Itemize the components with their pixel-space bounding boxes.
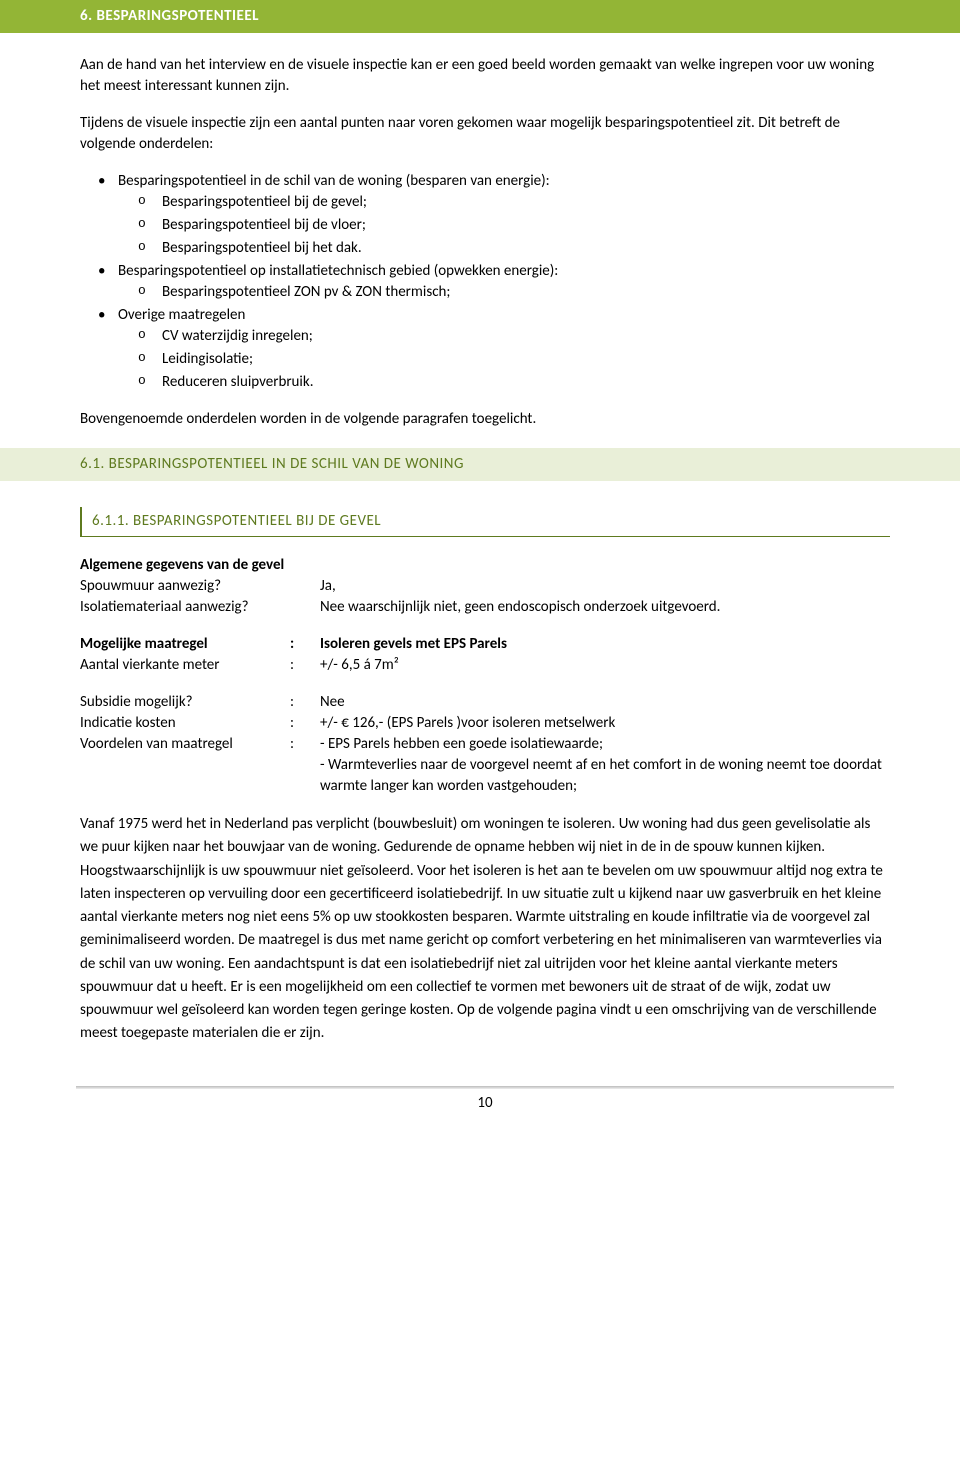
bullet-list: Besparingspotentieel in de schil van de … [80,171,890,393]
kv-sep: : [290,734,320,797]
sub-list: CV waterzijdig inregelen; Leidingisolati… [118,326,890,393]
bullet-item: Besparingspotentieel op installatietechn… [118,261,890,303]
voordelen-value: - EPS Parels hebben een goede isolatiewa… [320,734,890,797]
page-footer: 10 [76,1086,894,1114]
sub-item: Besparingspotentieel bij het dak. [162,238,890,259]
sub-item: Besparingspotentieel bij de vloer; [162,215,890,236]
kv-row: Mogelijke maatregel : Isoleren gevels me… [80,634,890,655]
bullet-text: Overige maatregelen [118,306,245,324]
bullet-text: Besparingspotentieel in de schil van de … [118,172,550,190]
kv-sep: : [290,655,320,676]
section-6-1-1-heading: 6.1.1. BESPARINGSPOTENTIEEL BIJ DE GEVEL [80,507,890,537]
kv-sep [290,576,320,597]
intro-paragraph-1: Aan de hand van het interview en de visu… [80,55,890,97]
general-data-block: Algemene gegevens van de gevel Spouwmuur… [80,555,890,618]
kv-row: Indicatie kosten : +/- € 126,- (EPS Pare… [80,713,890,734]
kosten-value: +/- € 126,- (EPS Parels )voor isoleren m… [320,713,890,734]
spouwmuur-value: Ja, [320,576,890,597]
vierkante-value: +/- 6,5 á 7m² [320,655,890,676]
section-6-1-heading: 6.1. BESPARINGSPOTENTIEEL IN DE SCHIL VA… [0,448,960,481]
closing-paragraph: Bovengenoemde onderdelen worden in de vo… [80,409,890,430]
body-paragraph: Vanaf 1975 werd het in Nederland pas ver… [80,813,890,1046]
page-number: 10 [477,1094,492,1112]
voordelen-label: Voordelen van maatregel [80,734,290,797]
footer-divider [76,1086,894,1089]
sub-item: Besparingspotentieel bij de gevel; [162,192,890,213]
vierkante-label: Aantal vierkante meter [80,655,290,676]
bullet-item: Overige maatregelen CV waterzijdig inreg… [118,305,890,393]
general-data-heading: Algemene gegevens van de gevel [80,555,890,576]
voordelen-line-2: - Warmteverlies naar de voorgevel neemt … [320,755,890,797]
details-block: Subsidie mogelijk? : Nee Indicatie koste… [80,692,890,797]
kv-sep: : [290,713,320,734]
voordelen-line-1: - EPS Parels hebben een goede isolatiewa… [320,734,890,755]
bullet-item: Besparingspotentieel in de schil van de … [118,171,890,259]
sub-item: Besparingspotentieel ZON pv & ZON thermi… [162,282,890,303]
kv-sep: : [290,692,320,713]
subsidie-label: Subsidie mogelijk? [80,692,290,713]
kosten-label: Indicatie kosten [80,713,290,734]
isolatie-value: Nee waarschijnlijk niet, geen endoscopis… [320,597,890,618]
subsidie-value: Nee [320,692,890,713]
intro-paragraph-2: Tijdens de visuele inspectie zijn een aa… [80,113,890,155]
spouwmuur-label: Spouwmuur aanwezig? [80,576,290,597]
sub-item: Reduceren sluipverbruik. [162,372,890,393]
sub-item: Leidingisolatie; [162,349,890,370]
kv-row: Voordelen van maatregel : - EPS Parels h… [80,734,890,797]
bullet-text: Besparingspotentieel op installatietechn… [118,262,558,280]
sub-list: Besparingspotentieel ZON pv & ZON thermi… [118,282,890,303]
isolatie-label: Isolatiemateriaal aanwezig? [80,597,290,618]
sub-list: Besparingspotentieel bij de gevel; Bespa… [118,192,890,259]
maatregel-label: Mogelijke maatregel [80,634,290,655]
kv-sep [290,597,320,618]
kv-row: Spouwmuur aanwezig? Ja, [80,576,890,597]
sub-item: CV waterzijdig inregelen; [162,326,890,347]
maatregel-value: Isoleren gevels met EPS Parels [320,634,890,655]
section-6-heading: 6. BESPARINGSPOTENTIEEL [0,0,960,33]
maatregel-block: Mogelijke maatregel : Isoleren gevels me… [80,634,890,676]
page: 6. BESPARINGSPOTENTIEEL Aan de hand van … [0,0,960,1154]
kv-row: Isolatiemateriaal aanwezig? Nee waarschi… [80,597,890,618]
kv-row: Aantal vierkante meter : +/- 6,5 á 7m² [80,655,890,676]
kv-sep: : [290,634,320,655]
kv-row: Subsidie mogelijk? : Nee [80,692,890,713]
